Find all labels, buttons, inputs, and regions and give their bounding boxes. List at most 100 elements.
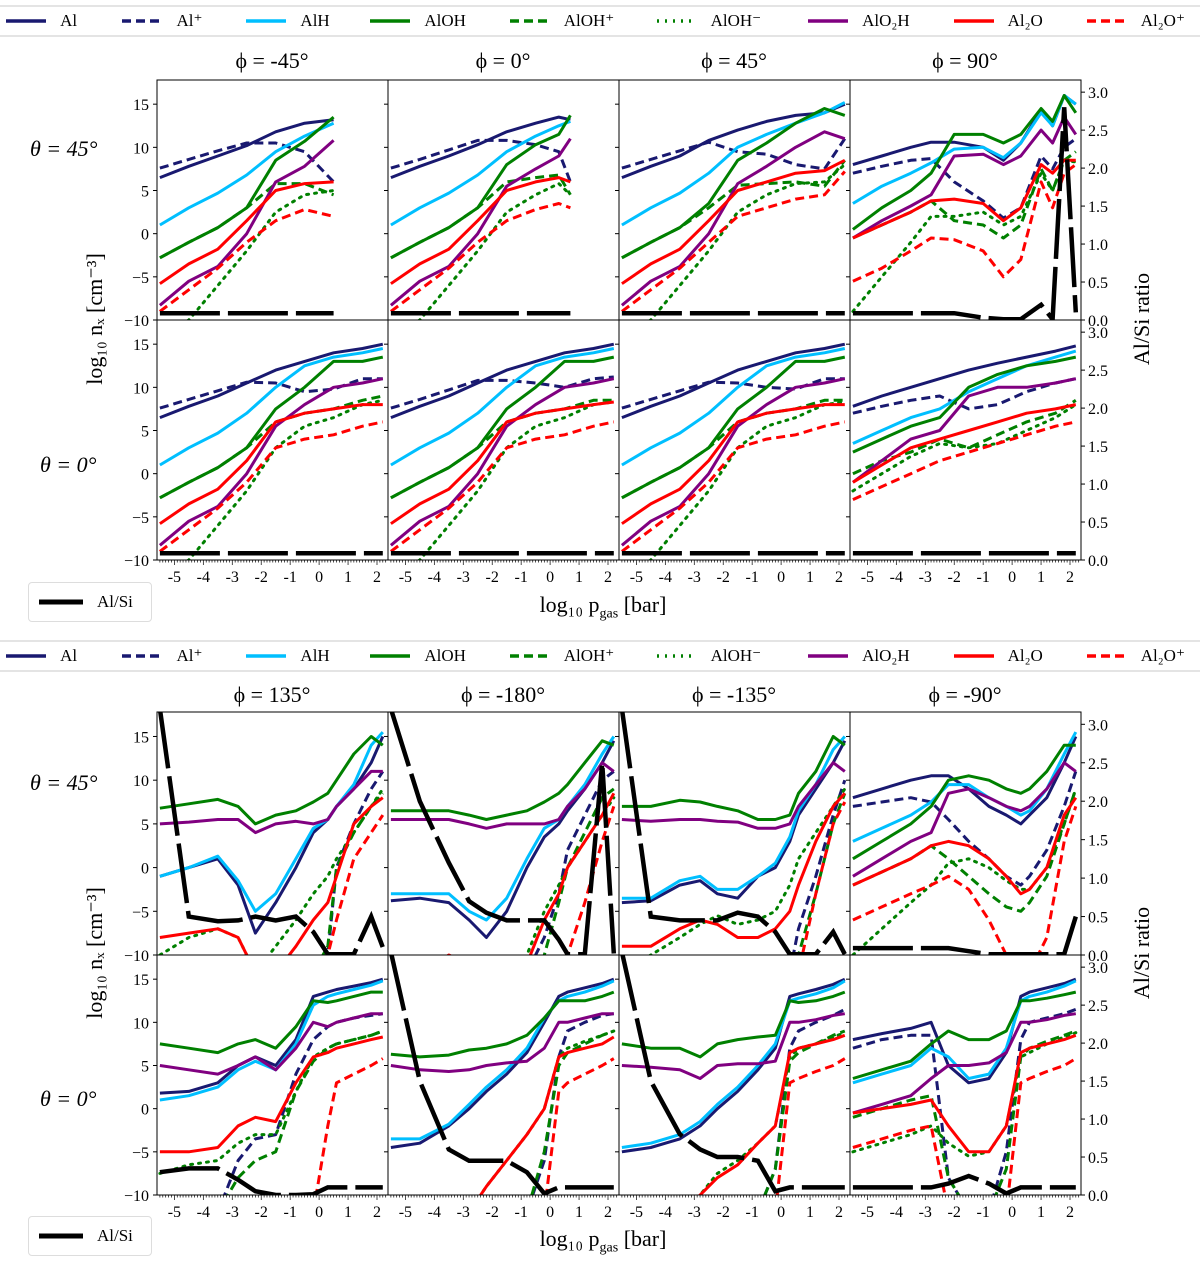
series-line-Al — [159, 118, 334, 179]
ratio-legend: Al/Si — [28, 582, 152, 622]
y-tick-label-right: 1.5 — [1088, 199, 1108, 216]
panel-0-0-1 — [389, 114, 572, 320]
x-tick-label: 2 — [835, 1204, 843, 1221]
series-line-AlO₂H — [621, 761, 846, 830]
series-line-Al₂O — [621, 792, 846, 948]
y-tick-label: −10 — [124, 948, 149, 965]
legend-item: Al₂O — [953, 7, 1043, 35]
y-tick-label-right: 0.0 — [1088, 553, 1108, 570]
legend-swatch — [370, 654, 411, 658]
y-tick-label-right: 1.5 — [1088, 833, 1108, 850]
series-line-Al₂O — [697, 1033, 846, 1195]
panel-1-1-0 — [158, 977, 385, 1195]
panel-0-1-1 — [389, 342, 616, 560]
series-line-AlO₂H — [159, 769, 383, 835]
series-line-AlOH⁺ — [852, 788, 1078, 913]
series-line-Al — [159, 977, 384, 1095]
x-tick-label: 1 — [806, 1204, 814, 1221]
series-line-AlO₂H — [620, 130, 846, 307]
x-tick-label: 0 — [546, 569, 554, 586]
legend-swatch — [509, 654, 550, 658]
series-line-Al⁺ — [533, 770, 615, 955]
x-tick-label: 2 — [604, 1204, 612, 1221]
column-title: ϕ = -90° — [928, 682, 1002, 707]
y-tick-label-right: 0.5 — [1088, 515, 1108, 532]
y-tick-label: 0 — [141, 227, 149, 244]
legend-item: AlOH — [370, 642, 466, 670]
series-line-al-si — [159, 1166, 383, 1195]
series-line-AlOH — [390, 990, 615, 1059]
series-line-AlOH⁺ — [159, 394, 384, 500]
panel-0-1-2 — [620, 342, 847, 560]
y-tick-label-right: 1.0 — [1088, 871, 1108, 888]
x-tick-label: -1 — [976, 1204, 989, 1221]
series-line-Al₂O — [621, 403, 845, 525]
x-tick-label: -1 — [976, 569, 989, 586]
series-line-AlH — [159, 731, 384, 913]
x-tick-label: -4 — [890, 569, 903, 586]
x-tick-label: -4 — [659, 1204, 672, 1221]
series-line-AlOH — [852, 355, 1077, 454]
y-tick-label-right: 0.5 — [1088, 1150, 1108, 1167]
y-tick-label: 10 — [133, 380, 149, 397]
y-tick-label-right: 1.0 — [1088, 1112, 1108, 1129]
series-line-al-si — [852, 915, 1078, 955]
x-tick-label: -4 — [428, 569, 441, 586]
legend-item: Al — [6, 642, 77, 670]
y-tick-label-right: 3.0 — [1088, 325, 1108, 342]
series-line-Al₂O⁺ — [390, 202, 571, 313]
series-line-Al — [159, 342, 384, 419]
series-line-Al⁺ — [621, 377, 845, 410]
series-line-AlO₂H — [389, 137, 572, 307]
x-tick-label: -3 — [688, 569, 701, 586]
series-line-al-si — [620, 955, 845, 1194]
legend-label: AlO₂H — [862, 11, 910, 30]
series-line-Al⁺ — [159, 377, 383, 410]
series-line-Al₂O — [159, 1035, 384, 1154]
legend-item: AlH — [246, 7, 330, 35]
x-tick-label: -4 — [659, 569, 672, 586]
y-tick-label-right: 2.5 — [1088, 123, 1108, 140]
series-line-AlH — [159, 347, 384, 467]
legend-swatch — [953, 654, 994, 658]
y-tick-label-right: 2.0 — [1088, 401, 1108, 418]
series-line-Al⁺ — [390, 375, 614, 410]
x-tick-label: -2 — [948, 1204, 961, 1221]
column-title: ϕ = 135° — [233, 682, 311, 707]
series-line-AlOH⁻ — [851, 158, 1078, 313]
series-line-AlO₂H — [158, 139, 335, 307]
series-line-AlOH⁺ — [321, 792, 384, 955]
series-line-Al₂O⁺ — [800, 801, 847, 955]
series-line-Al — [390, 977, 615, 1149]
legend-item: Al⁺ — [122, 7, 202, 35]
y-tick-label-right: 3.0 — [1088, 717, 1108, 734]
series-line-Al₂O⁺ — [621, 170, 846, 313]
series-line-AlOH⁻ — [851, 403, 1078, 493]
series-line-Al₂O⁺ — [390, 420, 615, 553]
x-tick-label: -5 — [861, 1204, 874, 1221]
series-line-AlOH⁺ — [530, 1029, 615, 1195]
legend-label: AlO₂H — [862, 646, 910, 665]
x-tick-label: 2 — [1066, 569, 1074, 586]
series-line-AlH — [621, 347, 846, 467]
x-tick-label: 2 — [835, 569, 843, 586]
y-tick-label: 15 — [133, 972, 149, 989]
x-tick-label: -5 — [168, 569, 181, 586]
column-title: ϕ = -180° — [460, 682, 546, 707]
x-tick-label: -1 — [514, 569, 527, 586]
legend-label: AlOH — [424, 646, 466, 665]
series-line-AlH — [390, 119, 571, 227]
series-line-al-si — [389, 955, 614, 1195]
series-line-Al⁺ — [159, 141, 335, 183]
series-line-Al₂O⁺ — [852, 420, 1077, 501]
y-tick-label: 0 — [141, 861, 149, 878]
legend-swatch — [1086, 654, 1127, 658]
series-line-AlOH⁺ — [621, 159, 846, 260]
x-tick-label: 1 — [806, 569, 814, 586]
series-line-AlO₂H — [620, 377, 846, 547]
x-tick-label: 2 — [373, 569, 381, 586]
panel-frame — [849, 319, 1082, 561]
series-line-Al⁺ — [852, 1007, 1077, 1195]
legend-item: AlO₂H — [808, 7, 910, 35]
series-line-Al₂O⁺ — [852, 805, 1078, 955]
